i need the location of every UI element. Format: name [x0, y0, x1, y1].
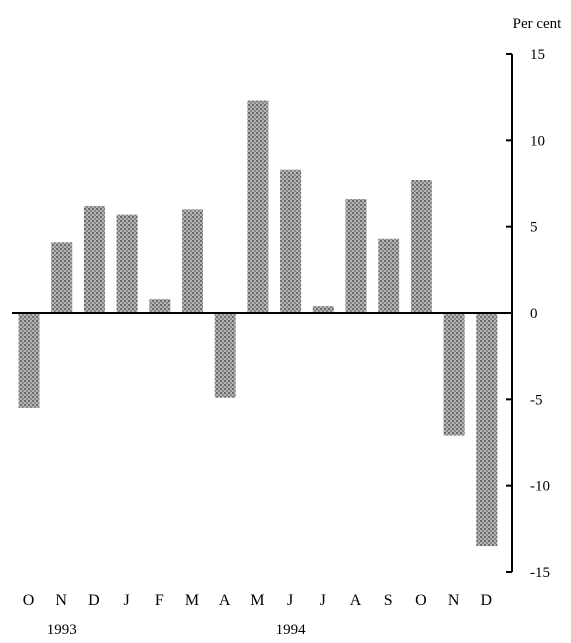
- bar-2-D: [83, 205, 105, 313]
- bar-12-O: [410, 180, 432, 313]
- y-axis-label: Per cent: [513, 16, 563, 32]
- bar-0-O: [18, 313, 40, 408]
- bar-8-J: [280, 169, 302, 313]
- bar-7-M: [247, 100, 269, 314]
- year-label-1994: 1994: [276, 622, 307, 638]
- category-label-2: D: [88, 592, 101, 609]
- bar-9-J: [312, 306, 334, 313]
- bar-13-N: [443, 313, 465, 436]
- category-label-13: N: [448, 592, 461, 609]
- category-label-10: A: [350, 592, 363, 609]
- category-label-8: J: [287, 592, 294, 609]
- bar-5-M: [182, 209, 203, 313]
- category-label-14: D: [481, 592, 494, 609]
- y-tick-label-5: 5: [530, 220, 538, 236]
- category-label-6: A: [219, 592, 232, 609]
- category-label-4: F: [155, 592, 165, 609]
- y-tick-label-0: 0: [530, 306, 538, 322]
- year-labels-group: 1993 1994: [47, 622, 306, 638]
- y-tick-label--15: -15: [530, 565, 550, 581]
- bar-11-S: [378, 238, 400, 313]
- y-ticks-group: 15 10 5 0 -5 -10 -15: [506, 47, 550, 581]
- bar-4-F: [149, 299, 171, 313]
- y-tick-label--10: -10: [530, 479, 550, 495]
- category-label-0: O: [23, 592, 36, 609]
- category-label-5: M: [185, 592, 200, 609]
- category-label-12: O: [415, 592, 428, 609]
- category-label-9: J: [320, 592, 327, 609]
- bar-10-A: [345, 199, 367, 313]
- bars-group: [18, 100, 498, 547]
- y-tick-label-15: 15: [530, 47, 545, 63]
- category-label-1: N: [55, 592, 68, 609]
- bar-1-N: [51, 242, 73, 313]
- category-label-11: S: [384, 592, 394, 609]
- bar-14-D: [476, 313, 498, 547]
- y-tick-label-10: 10: [530, 133, 545, 149]
- bar-3-J: [116, 214, 138, 313]
- bar-6-A: [214, 313, 236, 398]
- year-label-1993: 1993: [47, 622, 77, 638]
- y-tick-label--5: -5: [530, 392, 543, 408]
- category-label-3: J: [123, 592, 130, 609]
- category-label-7: M: [250, 592, 265, 609]
